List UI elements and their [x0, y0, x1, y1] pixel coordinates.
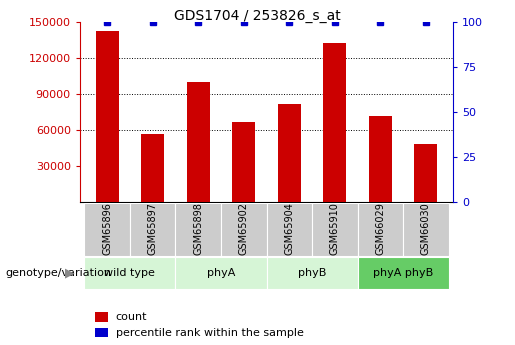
Bar [95, 328, 108, 337]
Text: phyA: phyA [207, 268, 235, 278]
Bar [267, 203, 312, 256]
Bar [403, 203, 449, 256]
Text: GSM65896: GSM65896 [102, 202, 112, 255]
Bar [369, 116, 392, 202]
Bar [176, 257, 267, 289]
Bar [323, 43, 346, 202]
Text: GSM65898: GSM65898 [193, 202, 203, 255]
Bar [357, 203, 403, 256]
Bar [84, 257, 176, 289]
Text: GSM65910: GSM65910 [330, 202, 340, 255]
Text: GSM65902: GSM65902 [239, 202, 249, 255]
Text: GSM65904: GSM65904 [284, 202, 294, 255]
Text: count: count [116, 312, 147, 322]
Bar [278, 104, 301, 202]
Bar [415, 145, 437, 202]
Bar [187, 82, 210, 202]
Bar [176, 203, 221, 256]
Bar [130, 203, 176, 256]
Bar [267, 257, 357, 289]
Text: GSM66030: GSM66030 [421, 202, 431, 255]
Text: percentile rank within the sample: percentile rank within the sample [116, 328, 303, 337]
Text: GDS1704 / 253826_s_at: GDS1704 / 253826_s_at [174, 9, 341, 23]
Bar [357, 257, 449, 289]
Bar [232, 122, 255, 202]
Bar [141, 134, 164, 202]
Text: GSM65897: GSM65897 [148, 202, 158, 255]
Bar [221, 203, 267, 256]
Text: GSM66029: GSM66029 [375, 202, 385, 255]
Bar [84, 203, 130, 256]
Text: phyB: phyB [298, 268, 326, 278]
Bar [312, 203, 357, 256]
Text: ▶: ▶ [65, 267, 75, 279]
Text: phyA phyB: phyA phyB [373, 268, 433, 278]
Text: wild type: wild type [105, 268, 156, 278]
Text: genotype/variation: genotype/variation [5, 268, 111, 278]
Bar [95, 312, 108, 322]
Bar [96, 31, 118, 202]
